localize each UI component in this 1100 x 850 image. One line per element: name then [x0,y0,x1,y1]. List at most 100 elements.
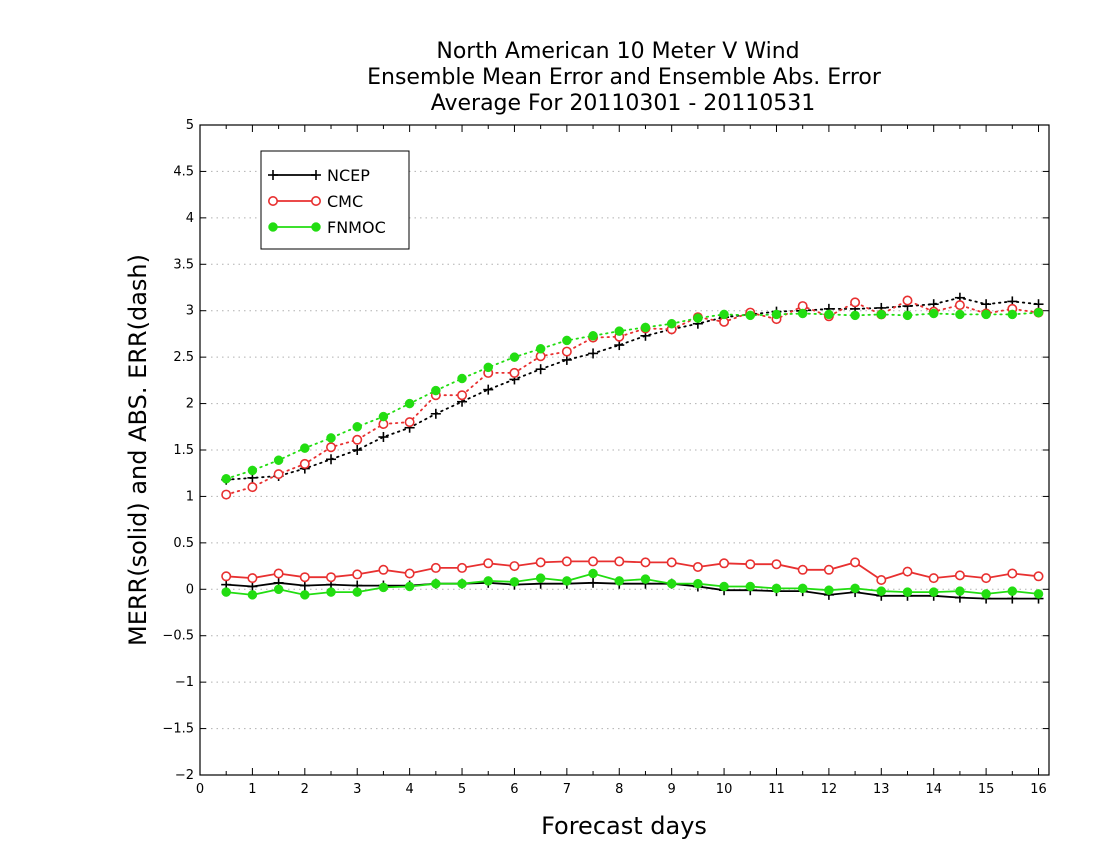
y-tick-label: −1 [175,675,194,690]
x-axis-label: Forecast days [541,812,707,840]
legend-box [260,150,410,250]
ncep-mean-error-point [588,577,599,588]
ncep-abs-error-point [326,454,337,465]
fnmoc-mean-error-point [955,586,965,596]
legend-label-cmc: CMC [327,192,363,211]
x-tick-label: 2 [301,782,309,797]
fnmoc-abs-error-point [247,465,258,476]
cmc-mean-error-point [719,558,730,569]
cmc-mean-error-point [1033,571,1044,582]
legend-marker-ncep [268,170,278,180]
x-tick-label: 11 [768,782,785,797]
cmc-mean-error-point [404,568,415,579]
fnmoc-abs-error-point [797,308,808,319]
x-tick-label: 10 [716,782,733,797]
ncep-mean-error-point [299,580,310,591]
fnmoc-abs-error-point [771,309,782,320]
fnmoc-mean-error-point [719,581,729,592]
y-tick-label: 1.5 [173,443,194,458]
y-tick-label: 2 [186,397,194,412]
cmc-abs-error-point [561,346,572,357]
y-tick-label: −0.5 [162,629,194,644]
x-tick-label: 14 [925,782,942,797]
cmc-mean-error-point [954,570,965,581]
legend-marker-fnmoc [268,222,278,232]
cmc-abs-error-point [247,482,258,493]
fnmoc-mean-error-point [745,581,756,592]
fnmoc-mean-error-point [483,576,493,586]
x-tick-label: 9 [668,782,676,797]
ncep-abs-error-line [225,296,1040,481]
y-tick-label: −2 [175,768,194,783]
chart-title-line-3: Average For 20110301 - 20110531 [431,91,816,116]
cmc-mean-error-point [299,572,310,583]
chart-title-line-1: North American 10 Meter V Wind [436,39,799,64]
fnmoc-mean-error-point [300,590,310,600]
fnmoc-mean-error-point [928,587,939,597]
y-tick-label: 1 [186,489,194,504]
x-tick-label: 12 [821,782,838,797]
cmc-mean-error-point [588,556,599,567]
fnmoc-abs-error-point [928,308,939,319]
fnmoc-mean-error-point [1007,586,1018,596]
ncep-abs-error-point [352,445,363,455]
fnmoc-mean-error-point [247,590,258,600]
y-tick-label: 0.5 [173,536,194,551]
cmc-mean-error-point [692,561,703,572]
ncep-abs-error-point [614,340,625,351]
ncep-abs-error-point [561,354,572,365]
fnmoc-abs-error-point [509,352,520,362]
series-cmc [221,295,1044,585]
cmc-mean-error-point [981,573,992,584]
fnmoc-abs-error-point [981,309,991,320]
cmc-abs-error-point [404,417,415,428]
cmc-abs-error-point [850,297,861,308]
ncep-abs-error-point [1033,299,1044,310]
cmc-mean-error-point [614,556,625,567]
fnmoc-mean-error-point [509,577,520,587]
y-tick-label: 3.5 [173,257,194,272]
fnmoc-mean-error-point [614,576,625,586]
fnmoc-abs-error-point [719,309,729,320]
fnmoc-abs-error-point [483,362,493,373]
y-tick-label: 2.5 [173,350,194,365]
x-tick-label: 8 [615,782,623,797]
fnmoc-abs-error-point [300,443,310,453]
fnmoc-abs-error-point [824,309,834,320]
fnmoc-abs-error-point [693,313,703,323]
x-tick-label: 13 [873,782,890,797]
cmc-mean-error-point [902,566,913,577]
fnmoc-abs-error-point [378,411,389,422]
fnmoc-mean-error-point [771,583,782,594]
x-tick-label: 6 [510,782,518,797]
cmc-mean-error-point [430,562,441,573]
fnmoc-mean-error-point [666,578,677,589]
ncep-mean-error-point [247,581,258,592]
x-tick-label: 4 [405,782,413,797]
ncep-abs-error-point [378,432,389,442]
cmc-mean-error-point [640,557,651,568]
legend-marker-cmc [310,196,321,207]
x-tick-label: 15 [978,782,995,797]
cmc-mean-error-point [247,573,258,584]
fnmoc-abs-error-point [535,344,546,354]
cmc-mean-error-point [535,557,546,568]
fnmoc-mean-error-point [535,573,546,583]
fnmoc-abs-error-point [745,310,756,321]
ncep-abs-error-point [483,384,494,395]
cmc-mean-error-point [876,574,887,585]
cmc-mean-error-point [457,562,468,573]
legend-label-fnmoc: FNMOC [327,218,386,237]
fnmoc-mean-error-point [562,576,572,586]
cmc-mean-error-point [823,564,834,575]
x-tick-label: 0 [196,782,204,797]
cmc-mean-error-point [797,564,808,575]
cmc-mean-error-point [1007,568,1018,579]
y-tick-label: 4 [186,211,194,226]
fnmoc-abs-error-point [588,331,598,341]
chart-title-line-2: Ensemble Mean Error and Ensemble Abs. Er… [367,65,882,90]
fnmoc-mean-error-point [326,587,336,597]
fnmoc-mean-error-point [273,584,284,595]
fnmoc-abs-error-point [902,310,913,321]
